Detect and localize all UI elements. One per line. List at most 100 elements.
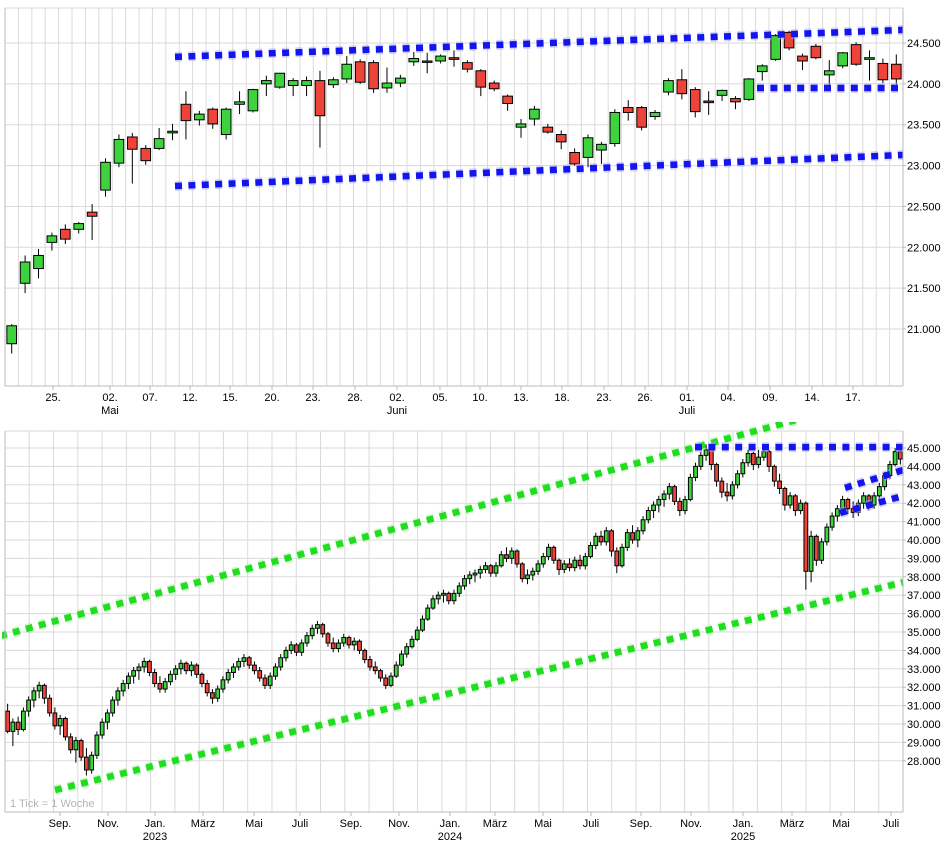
candle-body [120,683,126,692]
x-axis-label: 14. [804,392,819,404]
candle-body [100,161,111,191]
candle-body [325,633,331,644]
y-axis-label: 30.000 [907,719,941,731]
candle-body [551,546,557,561]
x-axis-label: Mai [245,818,263,830]
candle-body [173,668,179,675]
candle-body [745,453,751,464]
candle-body [798,502,803,512]
candle-body [624,532,630,548]
y-axis-label: 41.000 [907,517,941,529]
candle-body [194,664,200,675]
y-axis-label: 42.000 [907,498,941,510]
y-axis-label: 37.000 [907,590,941,602]
candle-body [368,62,379,90]
x-axis-label: 23. [596,392,611,404]
candle-body [372,666,378,672]
candle-body [63,717,68,738]
candle-body [636,107,647,128]
candle-body [378,670,383,679]
y-axis-label: 22.000 [907,242,941,254]
candle-body [283,649,289,659]
candle-body [341,63,353,80]
candle-body [414,629,420,640]
candle-body [294,644,299,653]
candle-body [274,72,286,88]
candle-body [462,62,473,70]
candle-body [663,80,674,93]
candle-body [635,530,641,541]
candle-body [823,70,835,76]
candle-body [210,692,215,699]
candle-body [567,563,572,569]
y-axis-label: 40.000 [907,535,941,547]
candle-body [178,662,184,670]
candle-body [504,554,509,559]
candle-body [877,62,889,81]
candle-body [661,493,667,501]
candle-body [630,532,635,541]
candle-body [180,103,192,122]
candle-body [330,642,336,650]
candle-body [876,486,882,497]
candle-body [231,666,236,673]
candle-body [408,58,420,63]
candle-body [498,554,504,567]
candle-body [19,261,31,284]
x-axis-label: März [483,818,507,830]
candle-body [320,624,326,635]
candle-body [542,126,554,133]
candle-body [837,52,849,67]
x-axis-label: Jan. [733,818,754,830]
candle-body [787,495,793,506]
candle-body [246,657,252,666]
y-axis-label: 39.000 [907,553,941,565]
y-axis-label: 21.500 [907,283,941,295]
candle-body [435,594,441,600]
candle-body [73,223,85,230]
candle-body [761,451,767,458]
candle-body [73,740,79,751]
candle-body [488,565,494,574]
candle-body [362,649,368,661]
candle-body [850,44,862,65]
x-axis-label: Jan. [145,818,166,830]
candle-body [845,499,851,510]
candle-body [430,598,436,609]
candle-body [493,565,499,574]
candle-body [890,63,902,80]
x-axis-label: Juli [583,818,600,830]
candle-body [420,618,425,631]
y-axis-label: 44.000 [907,461,941,473]
y-axis-label: 31.000 [907,701,941,713]
x-axis-label: 26. [637,392,652,404]
candle-body [782,487,788,506]
candle-body [603,530,609,543]
x-axis-sublabel: 2024 [438,831,462,843]
candle-body [525,574,530,580]
candle-body [556,559,562,570]
candle-body [756,65,768,73]
candle-body [141,660,147,668]
candle-body [167,130,178,134]
candle-body [651,504,656,512]
candle-body [467,574,473,580]
candle-body [220,108,232,136]
candle-body [393,664,399,677]
candle-body [756,456,761,466]
candle-body [46,235,58,243]
x-axis-label: 05. [432,392,447,404]
candle-body [750,453,756,466]
candle-body [299,642,305,653]
x-axis-sublabel: Juli [679,405,696,417]
candle-body [582,137,594,158]
x-axis-label: Nov. [680,818,702,830]
plot-background [5,8,903,386]
candle-body [354,61,366,83]
x-axis-label: Sep. [630,818,653,830]
candle-body [698,454,704,467]
y-axis-label: 29.000 [907,737,941,749]
candle-body [834,508,840,517]
candle-body [99,721,105,736]
x-axis-label: Sep. [340,818,363,830]
